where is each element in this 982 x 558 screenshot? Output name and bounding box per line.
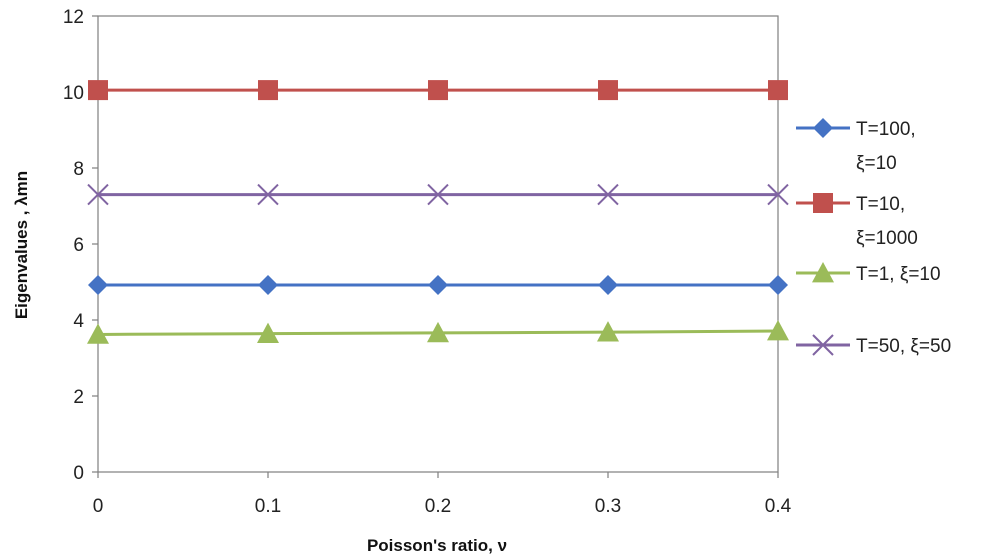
data-point [597,183,619,206]
y-axis-title: Eigenvalues , λmn [12,171,31,319]
data-point [427,183,449,206]
y-axis: 0 2 4 6 8 10 12 [63,7,98,484]
data-point [257,183,279,206]
data-point [598,80,618,101]
data-point [257,322,279,344]
x-tick-label: 0.2 [425,496,451,517]
legend-item-1: T=100, ξ=10 [796,118,916,174]
data-point [598,275,618,296]
data-point [88,275,108,296]
data-point [87,323,109,344]
data-point [428,80,448,101]
x-tick-label: 0.3 [595,496,621,517]
y-tick-label: 2 [73,387,84,408]
data-point [87,183,109,206]
data-point [813,118,833,138]
data-point [258,275,278,296]
data-point [427,321,449,343]
legend-label: ξ=10 [856,153,897,174]
data-point [768,80,788,101]
legend-item-3: T=1, ξ=10 [796,262,941,285]
legend-label: T=100, [856,119,916,140]
series-3 [87,320,789,344]
legend-item-2: T=10, ξ=1000 [796,193,918,249]
x-tick-label: 0.1 [255,496,281,517]
data-point [812,262,834,283]
data-point-stroke [597,183,619,206]
legend: T=100, ξ=10 T=10, ξ=1000 T=1, ξ=10 T=50, ξ=50 [796,118,951,357]
data-point [768,275,788,296]
data-point-stroke [427,183,449,206]
series-2 [88,80,788,101]
x-axis-title: Poisson's ratio, ν [367,536,507,555]
data-point [813,193,833,213]
series-1 [88,275,788,296]
legend-label: T=1, ξ=10 [856,264,941,285]
series-4 [87,183,789,206]
x-axis: 0 0.1 0.2 0.3 0.4 [93,472,792,517]
data-point [597,321,619,342]
legend-label: ξ=1000 [856,228,918,249]
series-layer [87,80,789,344]
data-point-stroke [767,183,789,206]
data-point-stroke [257,183,279,206]
data-point-stroke [87,183,109,206]
y-tick-label: 6 [73,235,84,256]
data-point [767,183,789,206]
y-tick-label: 0 [73,463,84,484]
legend-label: T=50, ξ=50 [856,336,951,357]
y-tick-label: 12 [63,7,84,28]
data-point [88,80,108,101]
data-point-stroke [812,334,834,356]
y-tick-label: 8 [73,159,84,180]
x-tick-label: 0.4 [765,496,792,517]
data-point [258,80,278,101]
y-tick-label: 10 [63,83,84,104]
x-tick-label: 0 [93,496,104,517]
legend-label: T=10, [856,194,905,215]
y-tick-label: 4 [73,311,84,332]
data-point [767,320,789,341]
legend-item-4: T=50, ξ=50 [796,334,951,357]
data-point [812,334,834,356]
data-point [428,275,448,296]
